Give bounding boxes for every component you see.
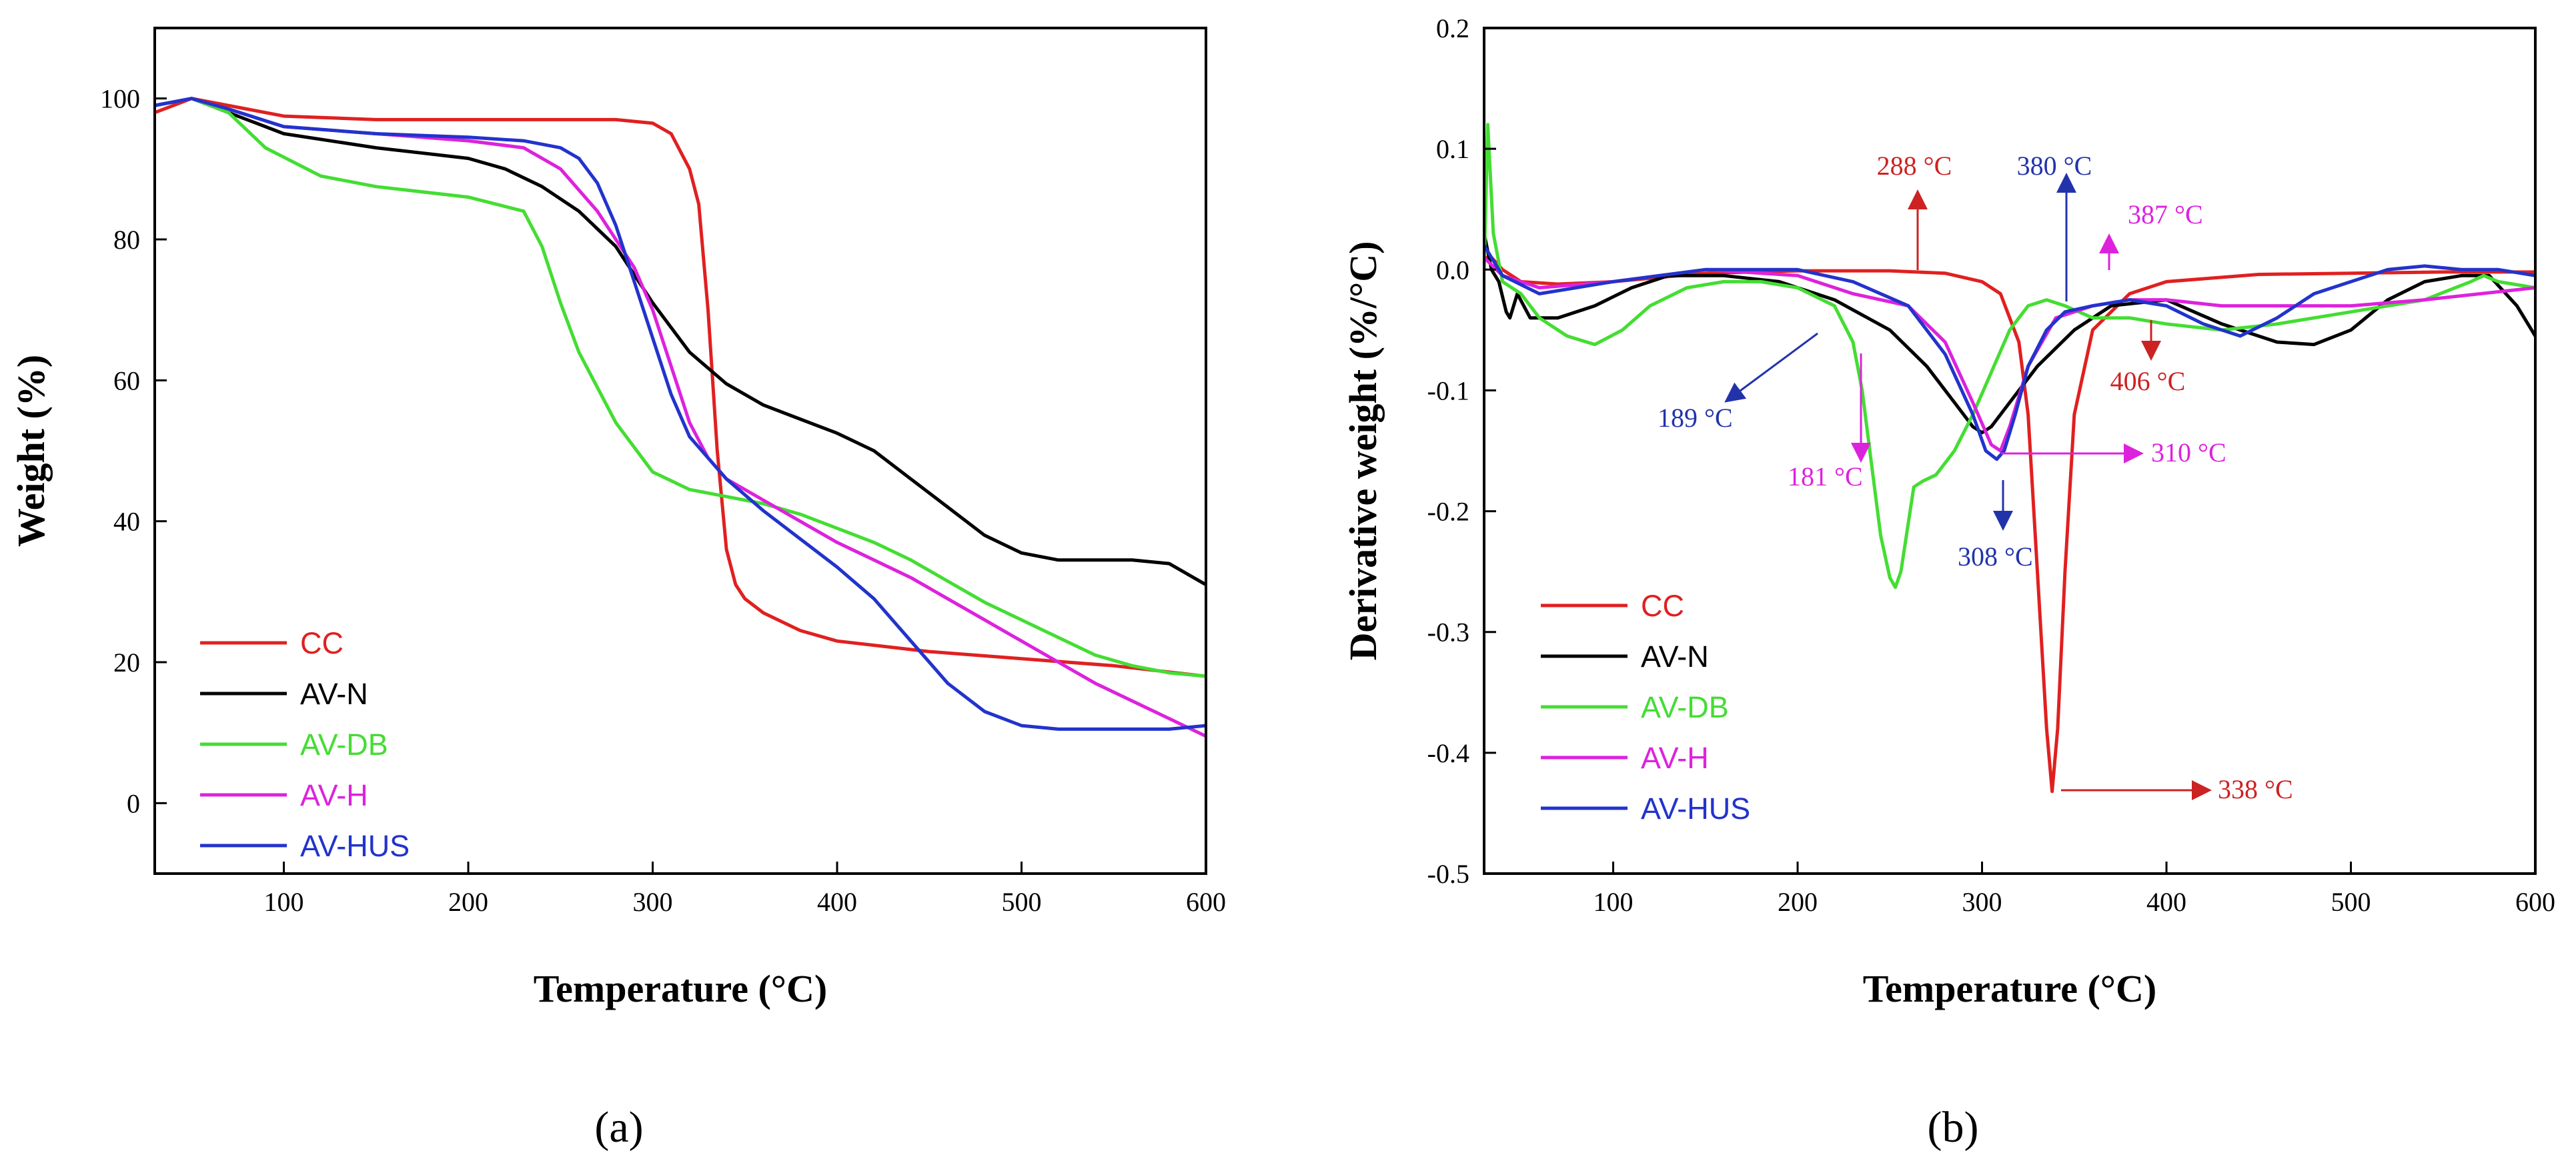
panel-b-x-tick-label: 200	[1778, 887, 1818, 917]
panel-b-y-tick-label: 0.1	[1436, 134, 1469, 164]
panel-a-x-tick-label: 400	[817, 887, 857, 917]
panel-a-legend-label-av-n: AV-N	[300, 677, 368, 711]
panel-a-y-axis-title: Weight (%)	[9, 355, 53, 547]
panel-b-x-tick-label: 600	[2515, 887, 2555, 917]
peak-label: 380 °C	[2017, 151, 2092, 181]
panel-a-y-tick-label: 0	[127, 788, 140, 818]
panel-a-legend-label-cc: CC	[300, 626, 344, 660]
panel-b-x-axis-title: Temperature (°C)	[1863, 967, 2156, 1010]
panel-b-x-tick-label: 100	[1593, 887, 1634, 917]
peak-label: 288 °C	[1877, 151, 1952, 181]
panel-b-y-tick-label: 0.0	[1436, 255, 1469, 285]
panel-a-x-axis-title: Temperature (°C)	[534, 967, 827, 1010]
panel-a-plot-frame	[153, 27, 1207, 875]
peak-label: 338 °C	[2218, 774, 2293, 804]
panel-a-series-group	[155, 97, 1206, 738]
panel-b-legend-label-av-db: AV-DB	[1641, 690, 1729, 724]
panel-b-y-tick-label: -0.1	[1427, 375, 1469, 405]
panel-a-series-av-hus	[155, 97, 1206, 731]
peak-arrow	[1724, 332, 1818, 403]
panel-a-series-av-n	[155, 97, 1206, 586]
panel-a-y-tick-label: 60	[113, 365, 140, 395]
panel-a-y-tick-label: 80	[113, 225, 140, 255]
panel-b-legend: CC AV-N AV-DB AV-H AV-HUS	[1541, 589, 1750, 826]
panel-b-x-tick-label: 300	[1962, 887, 2002, 917]
panel-b-label: (b)	[1928, 1103, 1979, 1152]
peak-label: 308 °C	[1958, 541, 2033, 571]
peak-label: 387 °C	[2128, 199, 2203, 229]
panel-b-x-tick-label: 400	[2146, 887, 2186, 917]
panel-b-y-tick-label: 0.2	[1436, 13, 1469, 43]
panel-a-legend-label-av-hus: AV-HUS	[300, 829, 410, 863]
panel-b-y-axis-title: Derivative weight (%/°C)	[1341, 241, 1385, 661]
panel-b-x-tick-label: 500	[2331, 887, 2371, 917]
panel-a-weight-chart: 100 200 300 400 500 600 0 20 40 60 80 100 Temperatu…	[9, 27, 1226, 1152]
panel-b-legend-label-cc: CC	[1641, 589, 1684, 623]
panel-a-label: (a)	[594, 1103, 643, 1152]
panel-b-y-tick-label: -0.3	[1427, 618, 1469, 648]
peak-label: 189 °C	[1658, 403, 1733, 433]
peak-label: 181 °C	[1788, 461, 1863, 491]
panel-a-x-tick-label: 300	[633, 887, 673, 917]
panel-b-legend-label-av-n: AV-N	[1641, 640, 1709, 674]
peak-label: 406 °C	[2110, 366, 2186, 396]
panel-a-legend-label-av-h: AV-H	[300, 778, 368, 812]
panel-a-x-tick-label: 200	[448, 887, 488, 917]
panel-b-series-av-db	[1484, 123, 2535, 590]
panel-b-legend-label-av-h: AV-H	[1641, 741, 1709, 775]
panel-b-series-av-h	[1484, 256, 2535, 453]
panel-a-x-tick-label: 100	[264, 887, 304, 917]
panel-b-peak-annotations: 288 °C 380 °C 387 °C 406 °C 189 °C 181 °C 310 …	[1658, 151, 2293, 804]
panel-a-x-tick-label: 500	[1002, 887, 1042, 917]
panel-b-series-group	[1484, 123, 2535, 794]
panel-a-y-tick-label: 40	[113, 507, 140, 537]
panel-b-derivative-chart: 100 200 300 400 500 600 -0.5 -0.4 -0.3 -0.2 -0.1 0.…	[1341, 13, 2555, 1152]
panel-a-y-tick-label: 100	[100, 84, 140, 114]
panel-a-series-cc	[155, 97, 1206, 678]
panel-a-y-tick-label: 20	[113, 648, 140, 678]
panel-b-series-av-hus	[1484, 244, 2535, 461]
panel-b-y-tick-label: -0.5	[1427, 859, 1469, 889]
panel-a-legend: CC AV-N AV-DB AV-H AV-HUS	[200, 626, 410, 863]
panel-a-series-av-db	[155, 97, 1206, 678]
panel-b-series-av-n	[1484, 233, 2535, 435]
panel-a-legend-label-av-db: AV-DB	[300, 728, 388, 762]
peak-label: 310 °C	[2151, 437, 2226, 467]
panel-b-y-tick-label: -0.4	[1427, 738, 1469, 768]
panel-b-plot-frame	[1483, 27, 2537, 875]
panel-b-legend-label-av-hus: AV-HUS	[1641, 792, 1750, 826]
panel-a-x-tick-label: 600	[1186, 887, 1226, 917]
panel-b-y-tick-label: -0.2	[1427, 497, 1469, 527]
